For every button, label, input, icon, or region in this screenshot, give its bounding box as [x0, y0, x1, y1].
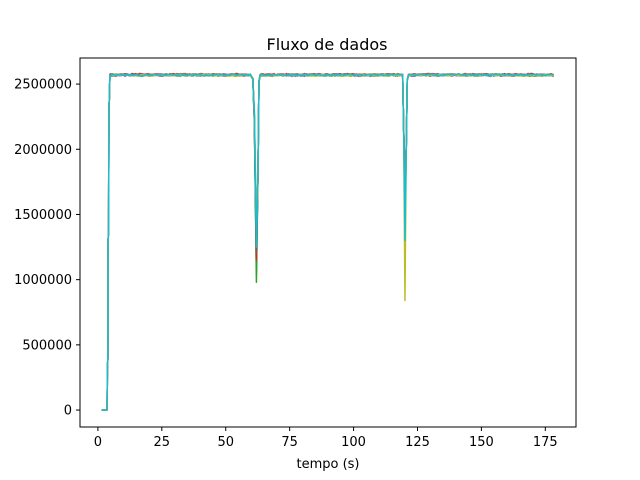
series-line: [101, 73, 554, 411]
y-tick-label: 2500000: [14, 78, 72, 93]
x-tick-label: 100: [341, 435, 366, 450]
x-tick-label: 75: [281, 435, 298, 450]
x-tick-label: 150: [469, 435, 494, 450]
y-axis: 0 500000 1000000 1500000 2000000 2500000: [14, 78, 80, 419]
series-line: [101, 73, 554, 411]
x-axis-label: tempo (s): [296, 457, 359, 472]
series-line: [101, 73, 554, 411]
plot-lines: [101, 72, 554, 411]
series-line: [101, 72, 554, 411]
series-line: [101, 73, 554, 411]
y-tick-label: 1000000: [14, 273, 72, 288]
x-tick-label: 25: [154, 435, 171, 450]
y-tick-label: 2000000: [14, 143, 72, 158]
series-line: [101, 73, 554, 411]
x-tick-label: 125: [405, 435, 430, 450]
series-line: [101, 72, 554, 411]
y-tick-label: 1500000: [14, 208, 72, 223]
series-line: [101, 72, 554, 411]
x-tick-label: 175: [533, 435, 558, 450]
series-line: [101, 73, 554, 411]
x-tick-label: 0: [94, 435, 102, 450]
plot-frame: [79, 57, 577, 428]
series-line: [101, 73, 554, 411]
y-tick-label: 500000: [22, 338, 72, 353]
y-tick-label: 0: [64, 404, 72, 419]
x-axis: 0 25 50 75 100 125 150 175: [94, 427, 558, 450]
x-tick-label: 50: [217, 435, 234, 450]
chart-title: Fluxo de dados: [267, 35, 388, 54]
